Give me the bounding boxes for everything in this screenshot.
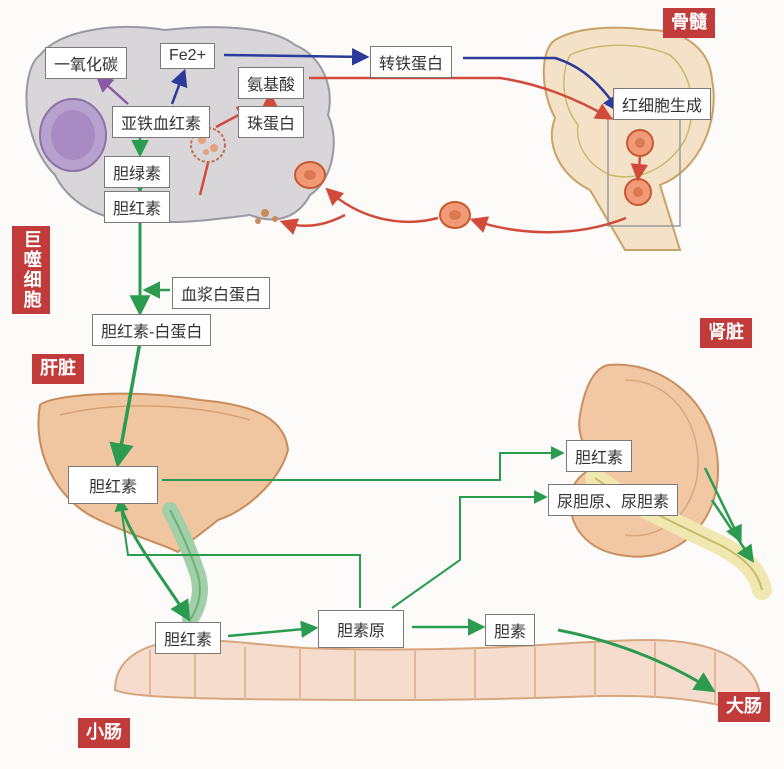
- box-bilirubin-albumin: 胆红素-白蛋白: [92, 314, 211, 346]
- kidney-shape: [570, 365, 762, 590]
- box-fe2: Fe2+: [160, 43, 215, 69]
- label-kidney: 肾脏: [700, 318, 752, 348]
- box-urobilinogen-urobilin: 尿胆原、尿胆素: [548, 484, 678, 516]
- label-liver: 肝脏: [32, 354, 84, 384]
- box-amino-acid: 氨基酸: [238, 67, 304, 99]
- liver-shape: [38, 394, 288, 620]
- box-erythropoiesis: 红细胞生成: [613, 88, 711, 120]
- box-bilirubin-1: 胆红素: [104, 191, 170, 223]
- diagram-canvas: 骨髓 巨噬细胞 肝脏 肾脏 小肠 大肠 一氧化碳 Fe2+ 氨基酸 转铁蛋白 红…: [0, 0, 784, 764]
- box-globin: 珠蛋白: [238, 106, 304, 138]
- box-bilirubin-kidney: 胆红素: [566, 440, 632, 472]
- label-small-intestine: 小肠: [78, 718, 130, 748]
- box-heme: 亚铁血红素: [112, 106, 210, 138]
- box-stercobilin: 胆素: [485, 614, 535, 646]
- label-macrophage: 巨噬细胞: [12, 226, 50, 314]
- box-co: 一氧化碳: [45, 47, 127, 79]
- box-plasma-albumin: 血浆白蛋白: [172, 277, 270, 309]
- bone-shape: [544, 28, 714, 250]
- box-transferrin: 转铁蛋白: [370, 46, 452, 78]
- label-large-intestine: 大肠: [718, 692, 770, 722]
- box-bilirubin-si: 胆红素: [155, 622, 221, 654]
- label-bone-marrow: 骨髓: [663, 8, 715, 38]
- box-biliverdin: 胆绿素: [104, 156, 170, 188]
- box-stercobilinogen: 胆素原: [318, 610, 404, 648]
- box-bilirubin-liver: 胆红素: [68, 466, 158, 504]
